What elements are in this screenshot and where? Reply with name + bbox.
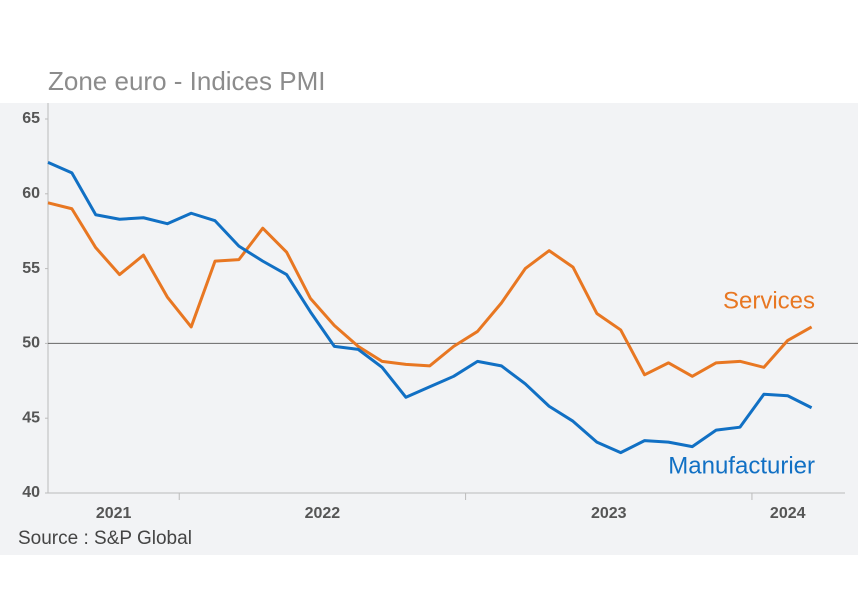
source-note: Source : S&P Global (18, 528, 192, 549)
y-tick-label: 45 (22, 409, 40, 426)
panel-background (0, 103, 858, 555)
series-label: Manufacturier (668, 452, 815, 479)
y-tick-label: 65 (22, 110, 40, 127)
y-tick-label: 55 (22, 260, 40, 277)
y-tick-label: 40 (22, 484, 40, 501)
series-line (47, 201, 813, 378)
series-label: Services (723, 287, 815, 314)
x-group-label: 2022 (305, 505, 341, 522)
x-group-label: 2021 (96, 505, 132, 522)
y-tick-label: 50 (22, 335, 40, 352)
x-group-label: 2024 (770, 505, 806, 522)
series-line (47, 161, 813, 455)
x-group-label: 2023 (591, 505, 627, 522)
chart-title: Zone euro - Indices PMI (48, 66, 325, 96)
y-tick-label: 60 (22, 185, 40, 202)
